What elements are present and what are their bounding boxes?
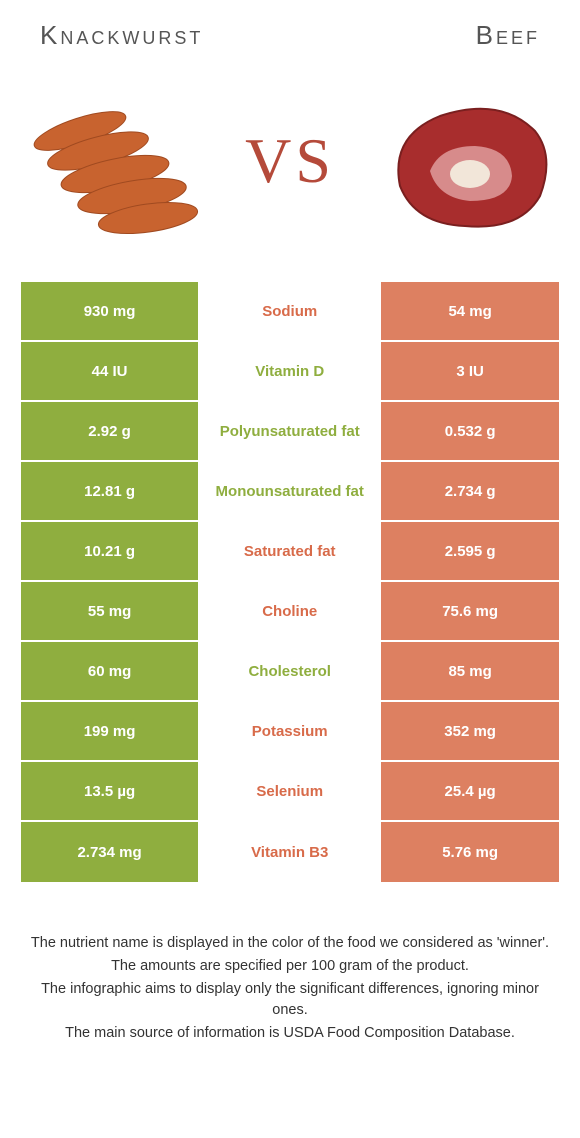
left-value: 199 mg: [21, 702, 200, 760]
header: Knackwurst Beef: [0, 0, 580, 61]
left-value: 10.21 g: [21, 522, 200, 580]
right-value: 352 mg: [379, 702, 559, 760]
nutrient-row: 44 IUVitamin D3 IU: [21, 342, 559, 402]
nutrient-row: 13.5 µgSelenium25.4 µg: [21, 762, 559, 822]
nutrient-name: Monounsaturated fat: [200, 462, 379, 520]
nutrient-name: Saturated fat: [200, 522, 379, 580]
right-value: 85 mg: [379, 642, 559, 700]
footnote-line: The nutrient name is displayed in the co…: [24, 933, 556, 954]
right-value: 54 mg: [379, 282, 559, 340]
nutrient-row: 55 mgCholine75.6 mg: [21, 582, 559, 642]
left-value: 930 mg: [21, 282, 200, 340]
right-value: 75.6 mg: [379, 582, 559, 640]
nutrient-row: 2.734 mgVitamin B35.76 mg: [21, 822, 559, 882]
vs-label: VS: [245, 124, 335, 198]
right-value: 0.532 g: [379, 402, 559, 460]
nutrient-row: 2.92 gPolyunsaturated fat0.532 g: [21, 402, 559, 462]
left-value: 2.92 g: [21, 402, 200, 460]
right-value: 5.76 mg: [379, 822, 559, 882]
nutrient-name: Vitamin B3: [200, 822, 379, 882]
footnotes: The nutrient name is displayed in the co…: [0, 933, 580, 1066]
knackwurst-image: [20, 76, 210, 246]
nutrient-name: Sodium: [200, 282, 379, 340]
right-value: 25.4 µg: [379, 762, 559, 820]
nutrient-table: 930 mgSodium54 mg44 IUVitamin D3 IU2.92 …: [20, 281, 560, 883]
nutrient-row: 10.21 gSaturated fat2.595 g: [21, 522, 559, 582]
title-left: Knackwurst: [40, 20, 203, 51]
right-value: 3 IU: [379, 342, 559, 400]
nutrient-row: 60 mgCholesterol85 mg: [21, 642, 559, 702]
nutrient-row: 199 mgPotassium352 mg: [21, 702, 559, 762]
footnote-line: The infographic aims to display only the…: [24, 979, 556, 1021]
nutrient-name: Selenium: [200, 762, 379, 820]
footnote-line: The amounts are specified per 100 gram o…: [24, 956, 556, 977]
left-value: 60 mg: [21, 642, 200, 700]
left-value: 55 mg: [21, 582, 200, 640]
left-value: 44 IU: [21, 342, 200, 400]
beef-image: [370, 76, 560, 246]
nutrient-name: Cholesterol: [200, 642, 379, 700]
images-row: VS: [0, 61, 580, 281]
footnote-line: The main source of information is USDA F…: [24, 1023, 556, 1044]
right-value: 2.595 g: [379, 522, 559, 580]
nutrient-name: Vitamin D: [200, 342, 379, 400]
nutrient-name: Potassium: [200, 702, 379, 760]
nutrient-row: 12.81 gMonounsaturated fat2.734 g: [21, 462, 559, 522]
nutrient-name: Polyunsaturated fat: [200, 402, 379, 460]
title-right: Beef: [476, 20, 540, 51]
nutrient-row: 930 mgSodium54 mg: [21, 282, 559, 342]
left-value: 2.734 mg: [21, 822, 200, 882]
nutrient-name: Choline: [200, 582, 379, 640]
left-value: 13.5 µg: [21, 762, 200, 820]
left-value: 12.81 g: [21, 462, 200, 520]
right-value: 2.734 g: [379, 462, 559, 520]
